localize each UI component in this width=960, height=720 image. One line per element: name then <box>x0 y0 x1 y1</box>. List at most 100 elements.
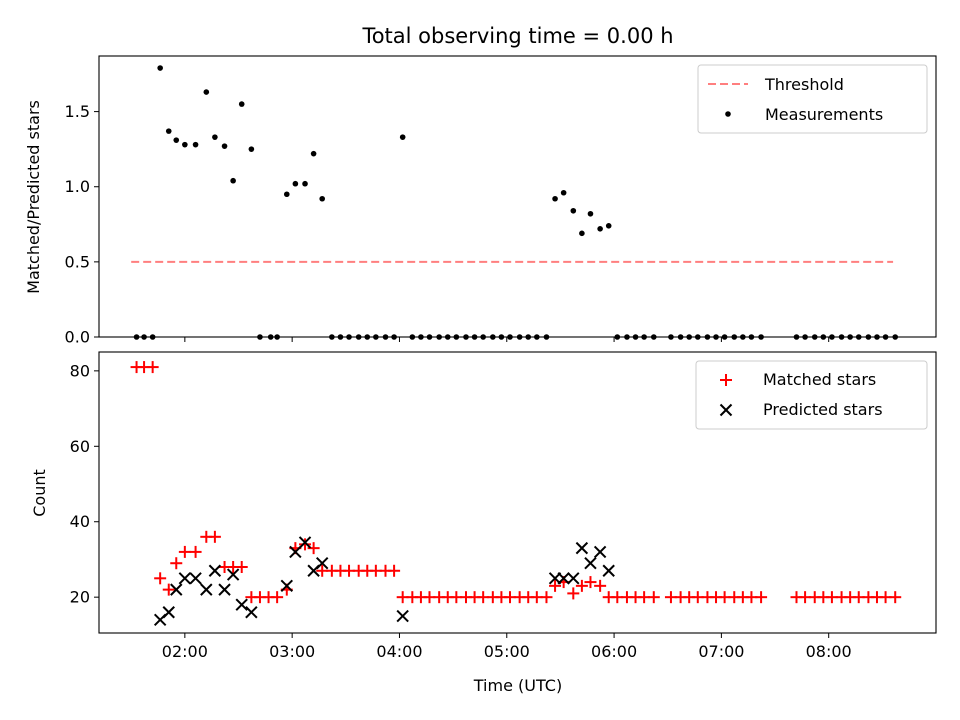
top-legend-frame <box>697 64 928 134</box>
bottom-plot-area: 20 40 60 80 02:00 03:00 04:00 05:00 06:00 07:00 08… <box>70 351 937 661</box>
top-y-tick-label: 1.5 <box>65 102 90 121</box>
matched-point <box>584 576 597 589</box>
matched-point <box>271 591 284 604</box>
predicted-point <box>226 568 240 581</box>
bottom-y-axis-label: Count <box>30 469 49 517</box>
top-legend: Threshold Measurements <box>697 64 928 134</box>
bottom-y-tick-label: 80 <box>70 361 90 380</box>
measurement-point <box>605 223 612 229</box>
matched-point <box>755 591 768 604</box>
matched-point <box>388 564 401 577</box>
matched-point <box>889 591 902 604</box>
predicted-point <box>170 583 183 596</box>
legend-plus-glyph <box>720 374 732 386</box>
bottom-x-tick-label: 07:00 <box>698 642 744 661</box>
legend-measurements-dot <box>725 111 731 117</box>
measurement-point <box>248 146 255 152</box>
matched-point <box>178 545 191 558</box>
matched-point <box>594 579 607 592</box>
measurement-point <box>283 191 290 198</box>
bottom-x-tick-label: 03:00 <box>269 642 315 661</box>
legend-predicted-marker <box>719 403 733 417</box>
bottom-y-tick-label: 20 <box>70 588 90 607</box>
top-y-tick-label: 1.0 <box>65 177 90 196</box>
predicted-point <box>280 579 293 593</box>
matched-point <box>162 583 175 596</box>
predicted-point <box>602 564 615 577</box>
predicted-point <box>567 572 580 585</box>
bottom-y-tick-label: 40 <box>70 512 90 531</box>
measurement-point <box>230 177 236 184</box>
measurement-point <box>292 180 299 187</box>
measurement-point <box>587 210 594 217</box>
x-axis-label: Time (UTC) <box>473 676 562 695</box>
top-plot-area: 0.0 0.5 1.0 1.5 <box>65 55 937 347</box>
predicted-point <box>208 564 222 577</box>
matched-point <box>575 579 588 592</box>
measurement-point <box>319 195 326 202</box>
bottom-x-tick-label: 08:00 <box>806 642 852 661</box>
matched-point <box>170 557 183 570</box>
top-axes-frame <box>98 55 937 338</box>
measurement-point <box>182 141 188 148</box>
bottom-x-tick-label: 04:00 <box>376 642 422 661</box>
predicted-point <box>162 606 175 619</box>
measurement-point <box>212 134 218 140</box>
bottom-x-tick-label: 02:00 <box>162 642 208 661</box>
matched-point <box>208 530 221 543</box>
chart-title: Total observing time = 0.00 h <box>361 24 673 48</box>
matched-point <box>154 572 167 585</box>
measurement-point <box>579 230 585 237</box>
predicted-point <box>315 557 329 570</box>
bottom-x-tick-label: 05:00 <box>484 642 530 661</box>
measurement-point <box>238 101 245 107</box>
bottom-legend-frame <box>695 360 928 430</box>
predicted-point <box>200 583 213 596</box>
measurement-point <box>221 143 228 149</box>
measurement-point <box>597 226 603 232</box>
top-y-tick-label: 0.0 <box>65 328 90 347</box>
legend-matched-marker <box>720 374 732 386</box>
measurement-point <box>570 207 577 214</box>
measurement-point <box>165 128 172 134</box>
matched-point <box>146 361 159 374</box>
predicted-point <box>218 583 231 596</box>
matched-point <box>549 579 562 592</box>
matched-point <box>647 591 660 604</box>
predicted-point <box>557 572 570 585</box>
predicted-point <box>575 541 589 555</box>
predicted-point <box>289 545 302 559</box>
legend-measurements-label: Measurements <box>765 105 883 124</box>
matched-point <box>540 591 553 604</box>
matched-point <box>235 560 248 573</box>
measurement-point <box>157 65 163 71</box>
predicted-point <box>593 545 607 559</box>
predicted-point <box>189 572 202 585</box>
legend-threshold-label: Threshold <box>764 75 844 94</box>
bottom-y-tick-label: 60 <box>70 437 90 456</box>
predicted-point <box>178 572 192 585</box>
measurement-point <box>310 150 317 157</box>
measurement-point <box>399 134 406 140</box>
top-y-axis-label: Matched/Predicted stars <box>24 100 43 294</box>
predicted-point <box>584 557 597 570</box>
predicted-point <box>298 536 312 549</box>
predicted-point <box>245 606 258 619</box>
matched-point <box>299 538 312 551</box>
measurement-point <box>192 141 199 148</box>
matched-point <box>189 545 202 558</box>
top-y-tick-label: 0.5 <box>65 252 90 271</box>
matched-point <box>567 587 580 600</box>
predicted-point <box>396 609 409 623</box>
legend-matched-label: Matched stars <box>763 370 876 389</box>
bottom-legend: Matched stars Predicted stars <box>695 360 928 430</box>
measurement-point <box>173 137 180 143</box>
bottom-axes-frame <box>98 351 937 634</box>
measurement-point <box>203 89 210 95</box>
legend-predicted-label: Predicted stars <box>763 400 883 419</box>
legend-x-glyph <box>719 403 733 417</box>
measurement-point <box>560 189 567 196</box>
measurement-point <box>302 180 308 187</box>
predicted-point <box>235 598 248 611</box>
